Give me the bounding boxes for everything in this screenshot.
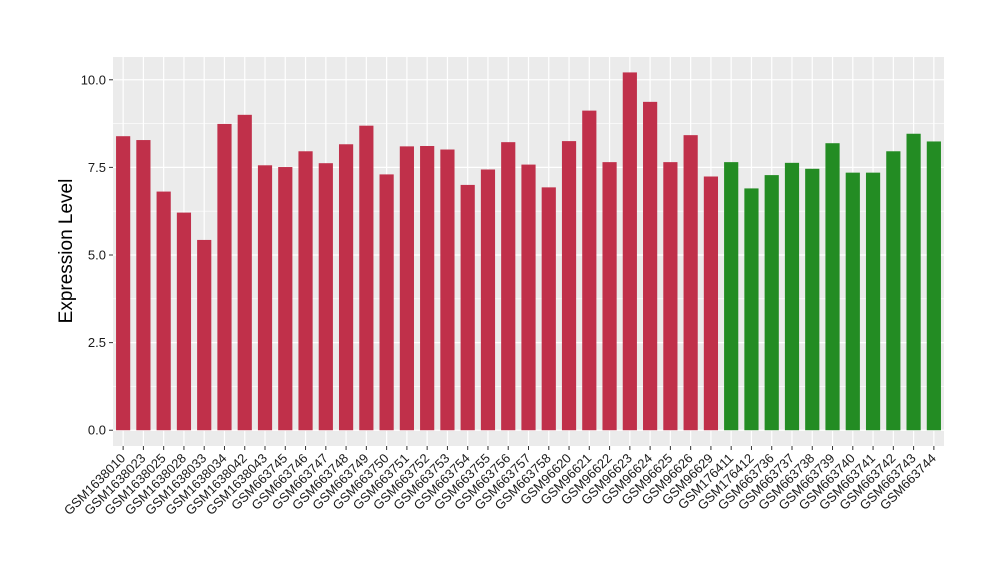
bar-gsm1638034	[217, 123, 232, 431]
y-tick-label: 5.0	[88, 248, 106, 263]
bar-gsm1638025	[156, 191, 171, 431]
bar-gsm96626	[683, 135, 698, 431]
bar-gsm176412	[744, 188, 759, 431]
bar-gsm96622	[602, 162, 617, 431]
bar-gsm96625	[663, 162, 678, 431]
bar-gsm96624	[643, 101, 658, 431]
bar-gsm663753	[440, 149, 455, 431]
y-tick-label: 2.5	[88, 335, 106, 350]
bar-gsm1638042	[237, 114, 252, 431]
bar-gsm96629	[703, 176, 719, 431]
bar-gsm663758	[541, 187, 556, 431]
bar-gsm663736	[764, 175, 779, 431]
bar-gsm1638010	[116, 136, 131, 431]
bar-gsm663743	[906, 133, 921, 431]
bar-gsm663741	[865, 172, 881, 431]
bar-gsm663747	[318, 163, 333, 431]
bar-gsm663745	[278, 167, 293, 431]
bar-gsm663744	[926, 141, 941, 431]
bar-gsm1638033	[197, 239, 212, 431]
y-axis-title: Expression Level	[56, 179, 77, 324]
bar-gsm663742	[886, 151, 901, 431]
y-tick-label: 0.0	[88, 423, 106, 438]
y-tick-label: 10.0	[81, 72, 106, 87]
bar-gsm663752	[420, 146, 435, 431]
bars	[116, 72, 941, 431]
y-axis: 0.0 2.5 5.0 7.5 10.0	[81, 72, 113, 438]
bar-gsm663749	[359, 125, 374, 431]
bar-gsm1638023	[136, 140, 151, 431]
bar-gsm663751	[399, 146, 414, 431]
bar-gsm1638043	[257, 165, 273, 431]
bar-gsm663738	[805, 168, 820, 431]
y-tick-label: 7.5	[88, 160, 106, 175]
bar-gsm96623	[622, 72, 637, 431]
bar-gsm663757	[521, 164, 536, 431]
bar-gsm663756	[501, 142, 516, 431]
bar-gsm176411	[724, 162, 739, 431]
bar-gsm663754	[460, 184, 475, 431]
x-axis: GSM1638010GSM1638023GSM1638025GSM1638028…	[61, 446, 939, 518]
bar-gsm663748	[338, 144, 354, 431]
bar-gsm663740	[845, 172, 860, 431]
bar-gsm1638028	[176, 212, 192, 431]
bar-gsm96620	[561, 141, 577, 431]
bar-gsm663739	[825, 143, 840, 431]
bar-gsm663737	[784, 162, 800, 431]
bar-gsm663746	[298, 151, 313, 431]
bar-gsm96621	[582, 110, 597, 431]
bar-gsm663755	[480, 169, 496, 431]
bar-gsm663750	[379, 174, 394, 431]
